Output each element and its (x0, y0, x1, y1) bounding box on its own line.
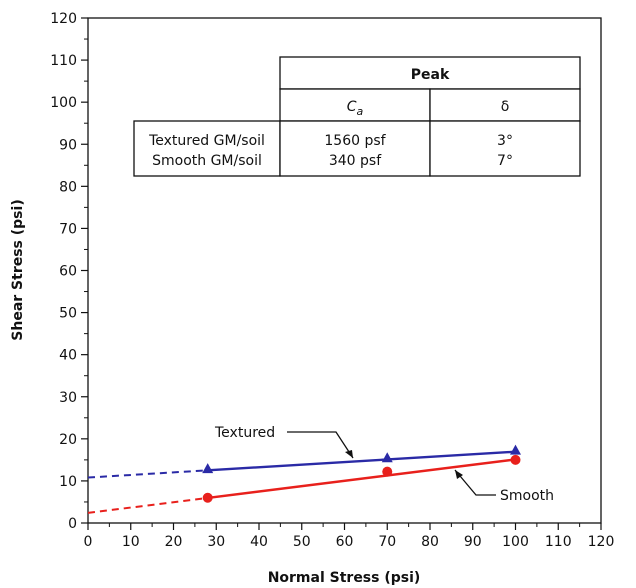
table-header-cell (279, 56, 581, 90)
x-tick-label: 0 (84, 534, 93, 550)
table-delta-cell (429, 120, 581, 177)
table-row-ca: 340 psf (329, 153, 382, 169)
y-tick-label: 10 (59, 474, 77, 490)
table-row-label: Smooth GM/soil (152, 153, 262, 169)
series-extrapolation (87, 496, 208, 514)
annotation-smooth-leader (454, 469, 496, 496)
data-point (202, 463, 214, 474)
x-tick-label: 80 (421, 534, 439, 550)
table-row-label: Textured GM/soil (148, 133, 265, 149)
table-row-delta: 3° (497, 133, 513, 149)
x-tick-label: 40 (250, 534, 268, 550)
table-row-ca: 1560 psf (324, 133, 386, 149)
table-col2-header-cell (429, 88, 581, 122)
table-ca-cell (279, 120, 431, 177)
annotation-smooth: Smooth (500, 488, 554, 504)
data-point (510, 444, 521, 455)
series-layer (87, 444, 521, 514)
x-tick-label: 70 (378, 534, 396, 550)
table-col1-header: Ca (347, 99, 364, 118)
data-point (202, 492, 213, 503)
y-tick-label: 90 (59, 137, 77, 153)
y-tick-label: 120 (50, 11, 77, 27)
x-axis-label: Normal Stress (psi) (268, 570, 421, 586)
y-tick-label: 50 (59, 306, 77, 322)
x-tick-label: 90 (464, 534, 482, 550)
x-tick-label: 100 (502, 534, 529, 550)
series-extrapolation (87, 469, 208, 479)
peak-table: Peak Ca δ Textured GM/soil 1560 psf 3° S… (133, 56, 581, 177)
y-tick-label: 80 (59, 179, 77, 195)
series-fit-line (207, 458, 516, 500)
annotation-textured-leader (287, 431, 354, 459)
x-tick-label: 60 (336, 534, 354, 550)
x-tick-label: 50 (293, 534, 311, 550)
data-point (382, 466, 393, 477)
x-tick-label: 20 (165, 534, 183, 550)
table-col2-header: δ (501, 99, 510, 115)
y-tick-label: 110 (50, 53, 77, 69)
table-header: Peak (411, 67, 450, 83)
y-tick-label: 100 (50, 95, 77, 111)
y-axis-label: Shear Stress (psi) (10, 199, 26, 340)
axis-ticks: 0 10 20 30 40 50 60 70 80 90 100 110 120 0 10 20 30 40 50 6… (50, 11, 614, 550)
data-point (510, 454, 521, 465)
table-row-delta: 7° (497, 153, 513, 169)
x-tick-label: 30 (207, 534, 225, 550)
series-fit-line (207, 450, 516, 472)
annotation-textured: Textured (214, 425, 275, 441)
y-tick-label: 30 (59, 390, 77, 406)
y-tick-label: 20 (59, 432, 77, 448)
table-col1-header-cell (279, 88, 431, 122)
y-tick-label: 0 (68, 516, 77, 532)
annotation-textured-arrowhead (345, 450, 353, 458)
data-point (381, 452, 393, 463)
x-tick-label: 110 (545, 534, 572, 550)
annotation-smooth-arrowhead (455, 470, 463, 479)
plot-frame (87, 17, 602, 524)
y-tick-label: 70 (59, 221, 77, 237)
x-tick-label: 10 (122, 534, 140, 550)
y-tick-label: 40 (59, 348, 77, 364)
x-tick-label: 120 (588, 534, 615, 550)
y-tick-label: 60 (59, 264, 77, 280)
